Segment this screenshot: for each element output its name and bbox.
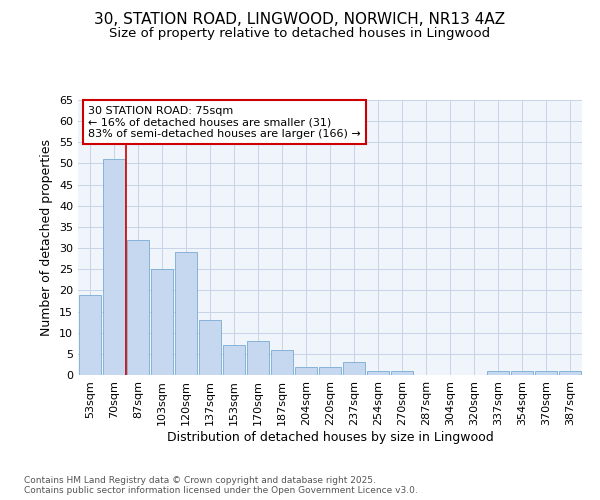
Text: Size of property relative to detached houses in Lingwood: Size of property relative to detached ho… <box>109 28 491 40</box>
Bar <box>103 159 125 375</box>
Bar <box>295 366 317 375</box>
Bar <box>127 240 149 375</box>
Bar <box>487 371 509 375</box>
Bar <box>175 252 197 375</box>
Bar <box>79 294 101 375</box>
Bar <box>559 371 581 375</box>
Text: 30, STATION ROAD, LINGWOOD, NORWICH, NR13 4AZ: 30, STATION ROAD, LINGWOOD, NORWICH, NR1… <box>94 12 506 28</box>
Bar <box>511 371 533 375</box>
Bar <box>535 371 557 375</box>
Bar <box>391 371 413 375</box>
Text: 30 STATION ROAD: 75sqm
← 16% of detached houses are smaller (31)
83% of semi-det: 30 STATION ROAD: 75sqm ← 16% of detached… <box>88 106 361 138</box>
Bar <box>319 366 341 375</box>
Y-axis label: Number of detached properties: Number of detached properties <box>40 139 53 336</box>
Bar <box>343 362 365 375</box>
Bar <box>271 350 293 375</box>
Bar <box>223 346 245 375</box>
Bar <box>367 371 389 375</box>
Text: Contains HM Land Registry data © Crown copyright and database right 2025.
Contai: Contains HM Land Registry data © Crown c… <box>24 476 418 495</box>
Bar <box>247 341 269 375</box>
X-axis label: Distribution of detached houses by size in Lingwood: Distribution of detached houses by size … <box>167 430 493 444</box>
Bar <box>151 269 173 375</box>
Bar <box>199 320 221 375</box>
